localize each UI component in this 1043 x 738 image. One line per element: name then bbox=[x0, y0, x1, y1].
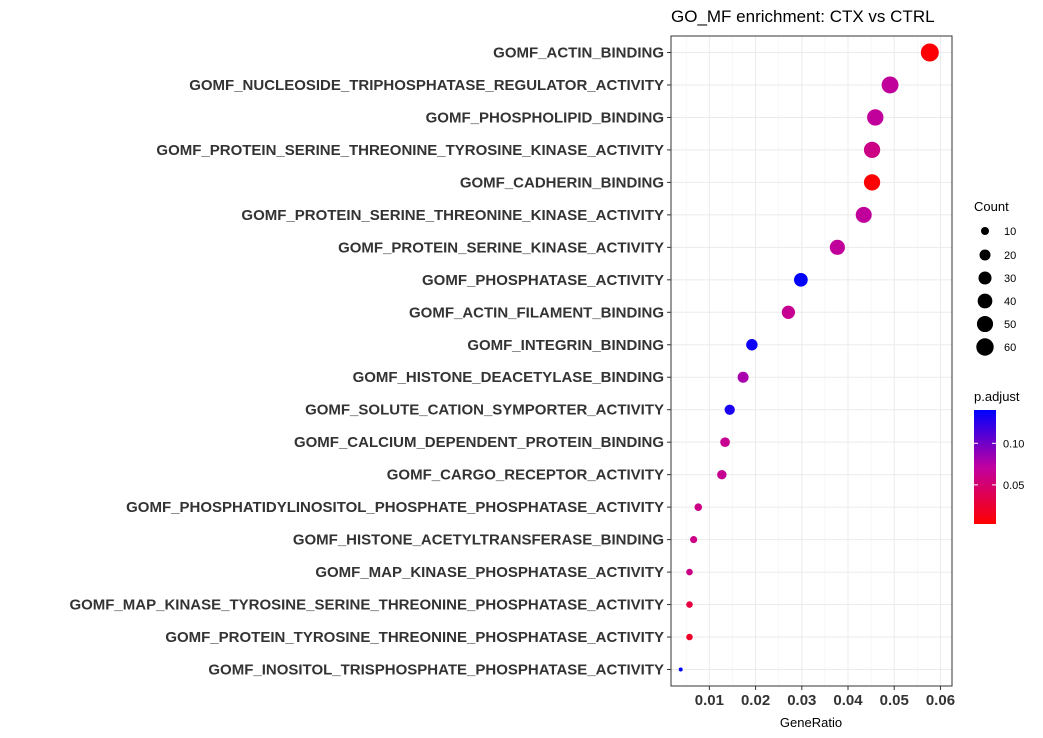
term-point bbox=[694, 503, 703, 511]
plot-panel bbox=[671, 36, 952, 686]
term-label: GOMF_ACTIN_BINDING bbox=[493, 45, 664, 62]
x-tick-label: 0.06 bbox=[926, 692, 955, 709]
x-axis: 0.01 0.02 0.03 0.04 0.05 0.06 bbox=[695, 686, 955, 709]
x-axis-title: GeneRatio bbox=[780, 715, 842, 730]
term-label: GOMF_INOSITOL_TRISPHOSPHATE_PHOSPHATASE_… bbox=[208, 662, 664, 679]
count-legend-key bbox=[980, 226, 990, 236]
term-label: GOMF_PROTEIN_SERINE_THREONINE_TYROSINE_K… bbox=[156, 142, 664, 159]
count-legend-key bbox=[976, 315, 994, 333]
term-label: GOMF_CARGO_RECEPTOR_ACTIVITY bbox=[387, 467, 664, 484]
term-point bbox=[686, 601, 693, 608]
term-point bbox=[867, 109, 884, 126]
count-legend-key bbox=[977, 293, 993, 309]
term-point bbox=[794, 272, 808, 287]
x-tick-label: 0.02 bbox=[741, 692, 770, 709]
term-point bbox=[746, 339, 758, 351]
term-label: GOMF_HISTONE_DEACETYLASE_BINDING bbox=[353, 369, 664, 386]
term-label: GOMF_PHOSPHOLIPID_BINDING bbox=[426, 109, 664, 126]
term-point bbox=[855, 206, 872, 223]
y-axis-labels: GOMF_ACTIN_BINDING GOMF_NUCLEOSIDE_TRIPHO… bbox=[69, 45, 671, 679]
term-point bbox=[720, 437, 730, 448]
count-legend-label: 30 bbox=[1004, 273, 1016, 285]
term-point bbox=[881, 76, 899, 94]
padjust-legend: p.adjust 0.05 0.10 bbox=[974, 389, 1024, 524]
data-points bbox=[678, 43, 939, 672]
term-label: GOMF_MAP_KINASE_TYROSINE_SERINE_THREONIN… bbox=[69, 597, 664, 614]
term-point bbox=[829, 239, 845, 255]
term-label: GOMF_CALCIUM_DEPENDENT_PROTEIN_BINDING bbox=[294, 434, 664, 451]
padjust-legend-title: p.adjust bbox=[974, 389, 1020, 404]
term-point bbox=[686, 568, 693, 576]
term-label: GOMF_SOLUTE_CATION_SYMPORTER_ACTIVITY bbox=[305, 402, 664, 419]
padjust-colorbar bbox=[974, 410, 996, 524]
x-tick-label: 0.01 bbox=[695, 692, 724, 709]
x-tick-label: 0.04 bbox=[833, 692, 863, 709]
count-legend-label: 60 bbox=[1004, 342, 1016, 354]
count-legend-title: Count bbox=[974, 199, 1009, 214]
term-point bbox=[863, 141, 881, 159]
plot-border bbox=[670, 35, 953, 687]
term-label: GOMF_CADHERIN_BINDING bbox=[460, 174, 664, 191]
term-label: GOMF_PROTEIN_SERINE_KINASE_ACTIVITY bbox=[338, 239, 664, 256]
count-legend-key bbox=[979, 249, 991, 261]
term-label: GOMF_INTEGRIN_BINDING bbox=[467, 337, 664, 354]
term-label: GOMF_MAP_KINASE_PHOSPHATASE_ACTIVITY bbox=[315, 564, 664, 581]
count-legend-label: 10 bbox=[1004, 226, 1016, 238]
term-point bbox=[724, 404, 735, 415]
term-point bbox=[781, 305, 795, 319]
count-legend-label: 50 bbox=[1004, 319, 1016, 331]
term-label: GOMF_PHOSPHATASE_ACTIVITY bbox=[422, 272, 664, 289]
chart-title: GO_MF enrichment: CTX vs CTRL bbox=[671, 7, 935, 26]
count-legend-key bbox=[976, 338, 994, 356]
padjust-tick-label: 0.10 bbox=[1003, 438, 1024, 450]
term-point bbox=[690, 536, 698, 544]
x-tick-label: 0.05 bbox=[880, 692, 909, 709]
term-point bbox=[717, 469, 727, 480]
term-point bbox=[686, 633, 693, 641]
term-label: GOMF_HISTONE_ACETYLTRANSFERASE_BINDING bbox=[293, 532, 664, 549]
count-legend: Count 10 20 30 40 50 60 bbox=[974, 199, 1016, 356]
term-label: GOMF_PROTEIN_SERINE_THREONINE_KINASE_ACT… bbox=[241, 207, 664, 224]
count-legend-label: 40 bbox=[1004, 296, 1016, 308]
term-label: GOMF_NUCLEOSIDE_TRIPHOSPHATASE_REGULATOR… bbox=[189, 77, 664, 94]
term-point bbox=[737, 371, 749, 383]
term-point bbox=[920, 43, 939, 62]
term-point bbox=[863, 174, 881, 191]
gridlines bbox=[671, 36, 952, 686]
term-label: GOMF_ACTIN_FILAMENT_BINDING bbox=[409, 304, 664, 321]
term-point bbox=[678, 667, 683, 672]
count-legend-key bbox=[978, 271, 992, 285]
padjust-tick-label: 0.05 bbox=[1003, 480, 1024, 492]
term-label: GOMF_PROTEIN_TYROSINE_THREONINE_PHOSPHAT… bbox=[165, 629, 664, 646]
term-label: GOMF_PHOSPHATIDYLINOSITOL_PHOSPHATE_PHOS… bbox=[126, 499, 664, 516]
count-legend-label: 20 bbox=[1004, 250, 1016, 262]
x-tick-label: 0.03 bbox=[787, 692, 816, 709]
